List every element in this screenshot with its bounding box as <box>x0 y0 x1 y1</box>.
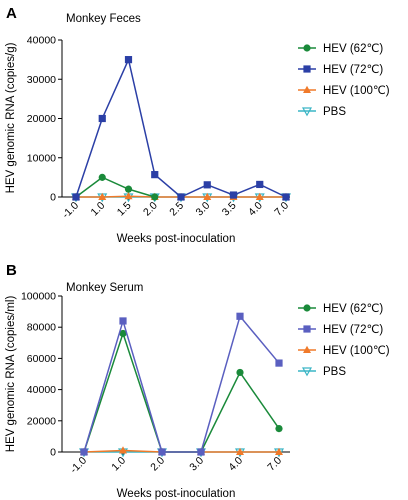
data-point <box>151 171 159 179</box>
data-point <box>275 447 283 455</box>
x-tick-label: -1.0 <box>60 200 81 221</box>
legend-label: HEV (72℃) <box>323 64 383 76</box>
y-axis-label: HEV genomic RNA (copies/ml) <box>5 296 17 453</box>
legend-marker <box>303 304 311 312</box>
x-tick-label: 4.0 <box>246 200 265 219</box>
data-point <box>203 192 212 200</box>
legend-item: HEV (62℃) <box>298 303 383 315</box>
legend-marker <box>301 367 313 377</box>
data-point <box>119 329 127 338</box>
legend-label: PBS <box>323 106 346 118</box>
series-hev-62- <box>80 329 283 456</box>
y-axis-label: HEV genomic RNA (copies/g) <box>5 42 17 193</box>
x-tick-label: 3.5 <box>220 200 239 219</box>
legend-item: HEV (72℃) <box>298 324 383 336</box>
x-tick-label: 2.5 <box>167 200 186 219</box>
series-line <box>83 314 280 453</box>
series-line <box>75 176 155 198</box>
data-point <box>255 192 264 200</box>
panel-letter: A <box>6 5 17 22</box>
x-tick-label: 1.5 <box>115 200 134 219</box>
x-tick-label: 1.0 <box>109 455 128 474</box>
data-point <box>98 114 106 123</box>
y-tick-label: 20000 <box>27 113 56 125</box>
legend-label: HEV (62℃) <box>323 303 383 315</box>
data-point <box>282 193 290 201</box>
chart-title: Monkey Feces <box>66 13 141 25</box>
x-tick-label: 2.0 <box>141 200 160 219</box>
legend-marker <box>301 107 313 117</box>
legend-marker <box>303 345 311 353</box>
panel-b-serum: B Monkey Serum 0 20000 40000 60000 80000 100000… <box>5 262 390 500</box>
data-point <box>98 173 106 181</box>
series-hev-100- <box>80 446 283 455</box>
legend-marker <box>303 44 311 52</box>
x-axis-label: Weeks post-inoculation <box>117 233 236 245</box>
legend-label: PBS <box>323 366 346 378</box>
x-tick-label: 3.0 <box>194 200 213 219</box>
y-tick-label: 20000 <box>27 415 56 427</box>
legend-marker <box>303 325 311 333</box>
data-point <box>197 448 205 456</box>
x-tick-label: 2.0 <box>148 455 167 474</box>
data-point <box>275 359 283 367</box>
series-line <box>75 57 287 198</box>
data-point <box>229 191 238 199</box>
data-point <box>236 312 244 320</box>
legend-label: HEV (62℃) <box>323 43 383 55</box>
legend: HEV (62℃) HEV (72℃) HEV (100℃) PBS <box>298 43 390 118</box>
data-point <box>158 448 166 456</box>
panel-a-feces: A Monkey Feces 0 10000 20000 30000 40000 -1.0 1.… <box>5 5 390 245</box>
y-tick-label: 0 <box>50 192 56 204</box>
panel-letter: B <box>6 262 17 279</box>
legend-marker <box>303 65 311 73</box>
x-tick-label: -1.0 <box>68 455 89 476</box>
data-point <box>236 447 244 455</box>
chart-title: Monkey Serum <box>66 282 143 294</box>
y-tick-label: 40000 <box>27 35 56 47</box>
legend-item: HEV (62℃) <box>298 43 383 55</box>
y-tick-label: 10000 <box>27 152 56 164</box>
data-point <box>124 185 133 193</box>
data-point <box>151 193 159 201</box>
y-tick-label: 60000 <box>27 353 56 365</box>
y-tick-label: 30000 <box>27 74 56 86</box>
y-tick-label: 40000 <box>27 384 56 396</box>
legend-item: PBS <box>298 106 346 118</box>
x-tick-label: 4.0 <box>226 455 245 474</box>
y-tick-label: 80000 <box>27 322 56 334</box>
x-tick-label: 7.0 <box>272 200 291 219</box>
y-tick-label: 100000 <box>21 291 56 303</box>
legend-label: HEV (72℃) <box>323 324 383 336</box>
series-hev-72- <box>72 56 290 201</box>
data-point <box>124 56 133 64</box>
legend-item: HEV (72℃) <box>298 64 383 76</box>
x-tick-label: 1.0 <box>89 200 108 219</box>
data-point <box>98 192 107 200</box>
series-hev-72- <box>80 312 283 456</box>
data-point <box>80 448 88 456</box>
data-point <box>256 180 264 189</box>
legend-label: HEV (100℃) <box>323 345 390 357</box>
data-point <box>275 425 283 433</box>
x-tick-label: 7.0 <box>265 455 284 474</box>
x-tick-label: 3.0 <box>187 455 206 474</box>
data-point <box>72 193 80 201</box>
y-tick-label: 0 <box>50 447 56 459</box>
legend-item: HEV (100℃) <box>298 85 390 97</box>
x-axis-label: Weeks post-inoculation <box>117 488 236 500</box>
legend-label: HEV (100℃) <box>323 85 390 97</box>
legend: HEV (62℃) HEV (72℃) HEV (100℃) PBS <box>298 303 390 378</box>
data-point <box>124 192 133 200</box>
data-point <box>203 181 211 189</box>
legend-item: PBS <box>298 366 346 378</box>
data-point <box>236 368 244 377</box>
data-point <box>177 193 185 201</box>
legend-marker <box>303 85 311 93</box>
legend-item: HEV (100℃) <box>298 345 390 357</box>
data-point <box>119 446 127 454</box>
data-point <box>119 317 127 325</box>
